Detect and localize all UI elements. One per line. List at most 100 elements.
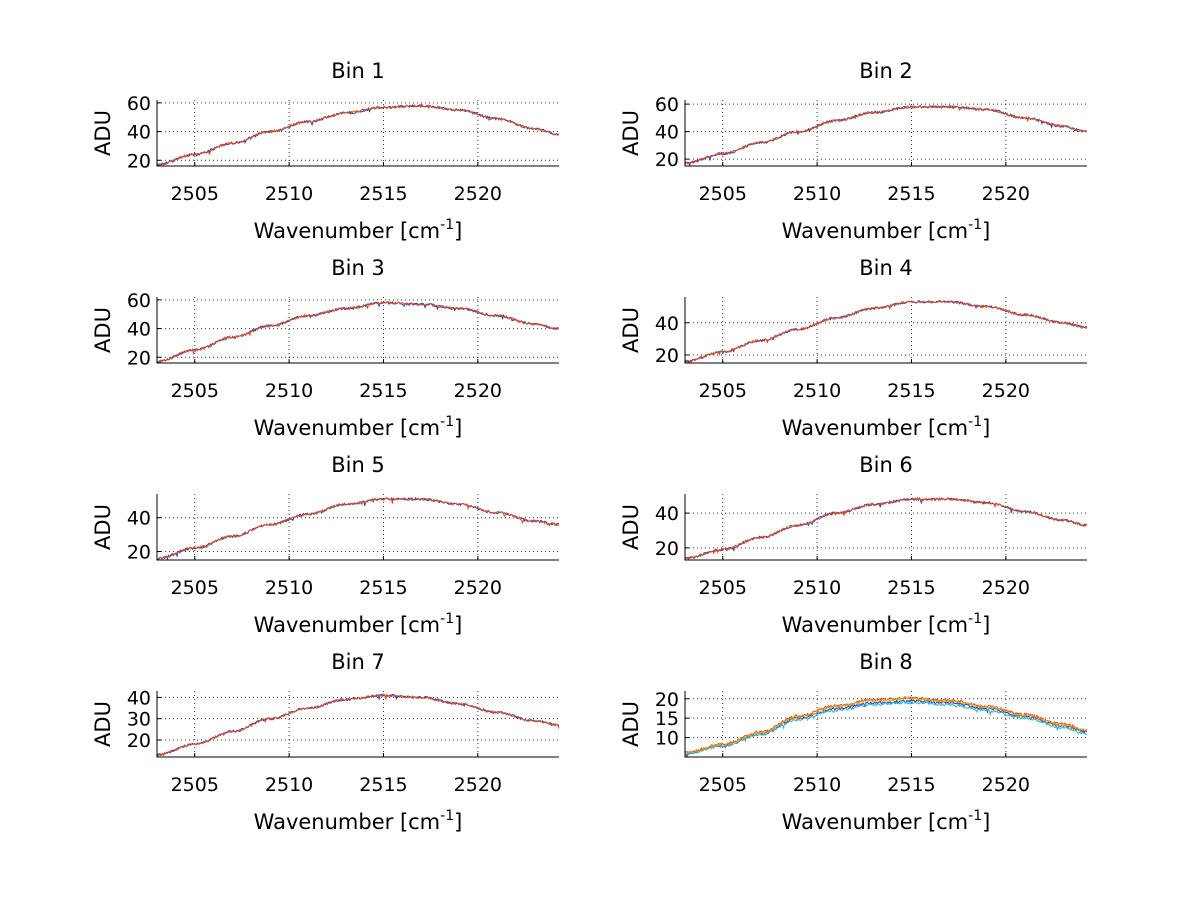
axes-frame: [156, 100, 559, 167]
subplot-title: Bin 1: [331, 59, 385, 83]
series-line-series-2: [685, 695, 1087, 756]
x-axis-label: Wavenumber [cm-1]: [782, 611, 991, 637]
x-axis-label-superscript: -1: [968, 611, 982, 627]
x-axis-label: Wavenumber [cm-1]: [254, 808, 463, 834]
y-axis-label: ADU: [619, 307, 643, 353]
x-tick-label: 2505: [699, 183, 747, 205]
y-tick-label: 40: [655, 122, 679, 144]
subplot-bin-5: 2505 2510 2515 2520 20 40 Bin 5 ADU Wavenumber […: [91, 453, 559, 637]
x-axis-label: Wavenumber [cm-1]: [782, 217, 991, 243]
series-line-series-1: [157, 103, 559, 166]
y-tick-label: 20: [655, 538, 679, 560]
x-tick-label: 2505: [699, 380, 747, 402]
y-tick-label: 60: [127, 290, 151, 312]
subplot-bin-3: 2505 2510 2515 2520 20 40 60 Bin 3 ADU Wavenumber…: [91, 256, 559, 440]
x-tick-label: 2510: [793, 380, 841, 402]
x-axis-label-superscript: -1: [440, 414, 454, 430]
x-tick-label: 2520: [454, 183, 502, 205]
x-tick-label: 2510: [793, 183, 841, 205]
x-axis-label-close: ]: [982, 416, 990, 440]
x-tick-label: 2515: [887, 774, 935, 796]
subplot-title: Bin 2: [859, 59, 913, 83]
axes-frame: [684, 691, 1087, 758]
x-tick-label: 2505: [171, 774, 219, 796]
axes-frame: [156, 297, 559, 364]
x-tick-label: 2505: [699, 577, 747, 599]
y-tick-label: 40: [655, 503, 679, 525]
series-line-series-2: [157, 301, 559, 363]
axes-frame: [156, 494, 559, 561]
series-line-series-2: [685, 496, 1087, 560]
x-axis-label-superscript: -1: [968, 808, 982, 824]
x-axis-label-close: ]: [454, 416, 462, 440]
x-tick-label: 2520: [982, 774, 1030, 796]
x-axis-label-superscript: -1: [440, 217, 454, 233]
x-axis-label-text: Wavenumber [cm: [782, 613, 968, 637]
y-axis-label: ADU: [91, 307, 115, 353]
series-line-series-1: [685, 497, 1087, 559]
y-tick-label: 40: [127, 508, 151, 530]
series-line-series-2: [157, 103, 559, 166]
x-axis-label-superscript: -1: [440, 808, 454, 824]
subplot-title: Bin 7: [331, 650, 385, 674]
x-tick-label: 2510: [265, 774, 313, 796]
x-axis-label-text: Wavenumber [cm: [254, 810, 440, 834]
x-tick-label: 2515: [359, 774, 407, 796]
x-tick-label: 2520: [454, 577, 502, 599]
x-tick-label: 2505: [699, 774, 747, 796]
x-tick-label: 2510: [265, 577, 313, 599]
x-tick-label: 2520: [982, 380, 1030, 402]
x-tick-label: 2510: [793, 577, 841, 599]
x-tick-label: 2520: [982, 577, 1030, 599]
axes-frame: [684, 494, 1087, 561]
y-tick-label: 20: [655, 345, 679, 367]
x-tick-label: 2520: [454, 774, 502, 796]
y-axis-label: ADU: [91, 504, 115, 550]
series-line-series-3: [685, 700, 1087, 756]
series-line-series-1: [685, 300, 1087, 363]
y-tick-label: 40: [127, 319, 151, 341]
x-tick-label: 2505: [171, 380, 219, 402]
series-line-series-2: [685, 104, 1087, 165]
subplot-bin-4: 2505 2510 2515 2520 20 40 Bin 4 ADU Wavenumber […: [619, 256, 1087, 440]
x-axis-label-superscript: -1: [440, 611, 454, 627]
x-axis-label-superscript: -1: [968, 217, 982, 233]
x-axis-label: Wavenumber [cm-1]: [254, 414, 463, 440]
x-tick-label: 2505: [171, 577, 219, 599]
x-axis-label-close: ]: [982, 810, 990, 834]
x-axis-label-text: Wavenumber [cm: [254, 219, 440, 243]
x-axis-label: Wavenumber [cm-1]: [254, 217, 463, 243]
x-axis-label-close: ]: [454, 810, 462, 834]
x-tick-label: 2515: [887, 577, 935, 599]
x-tick-label: 2510: [265, 183, 313, 205]
x-axis-label: Wavenumber [cm-1]: [782, 808, 991, 834]
series-line-series-1: [685, 104, 1087, 166]
x-tick-label: 2515: [359, 380, 407, 402]
y-tick-label: 20: [127, 347, 151, 369]
axes-frame: [684, 100, 1087, 167]
y-tick-label: 60: [127, 93, 151, 115]
x-axis-label-close: ]: [982, 613, 990, 637]
y-tick-label: 15: [655, 708, 679, 730]
subplot-title: Bin 3: [331, 256, 385, 280]
x-axis-label-superscript: -1: [968, 414, 982, 430]
x-tick-label: 2510: [793, 774, 841, 796]
x-tick-label: 2505: [171, 183, 219, 205]
series-line-series-1: [157, 496, 559, 560]
x-axis-label-text: Wavenumber [cm: [254, 416, 440, 440]
subplot-title: Bin 6: [859, 453, 913, 477]
y-tick-label: 20: [127, 542, 151, 564]
y-tick-label: 20: [127, 150, 151, 172]
series-line-series-2: [157, 497, 559, 560]
subplot-bin-1: 2505 2510 2515 2520 20 40 60 Bin 1 ADU Wavenumber…: [91, 59, 559, 243]
x-tick-label: 2515: [359, 577, 407, 599]
x-axis-label-text: Wavenumber [cm: [782, 810, 968, 834]
x-tick-label: 2515: [887, 183, 935, 205]
y-tick-label: 10: [655, 728, 679, 750]
x-axis-label-text: Wavenumber [cm: [782, 219, 968, 243]
x-tick-label: 2515: [887, 380, 935, 402]
series-line-series-4: [685, 696, 1087, 755]
y-tick-label: 20: [127, 730, 151, 752]
